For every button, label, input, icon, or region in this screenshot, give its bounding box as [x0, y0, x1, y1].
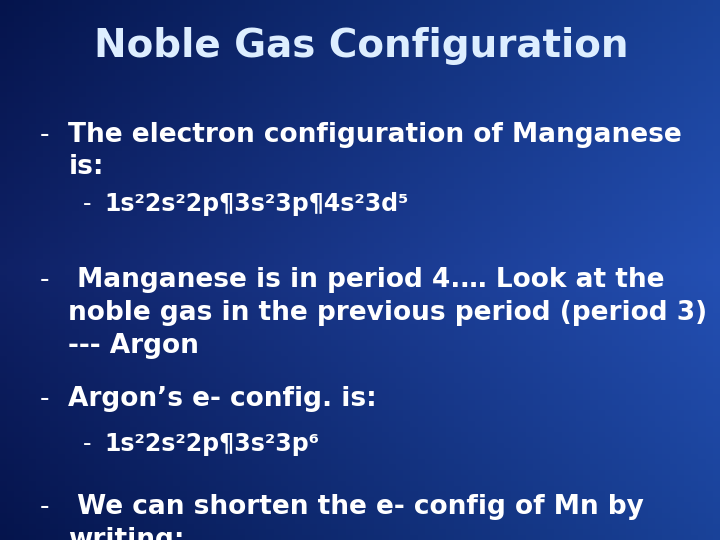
Text: 1s²2s²2p¶3s²3p¶4s²3d⁵: 1s²2s²2p¶3s²3p¶4s²3d⁵: [104, 192, 409, 215]
Text: 1s²2s²2p¶3s²3p⁶: 1s²2s²2p¶3s²3p⁶: [104, 432, 320, 456]
Text: -: -: [40, 122, 49, 147]
Text: We can shorten the e- config of Mn by
writing:: We can shorten the e- config of Mn by wr…: [68, 494, 644, 540]
Text: -: -: [40, 386, 49, 412]
Text: -: -: [40, 494, 49, 520]
Text: The electron configuration of Manganese
is:: The electron configuration of Manganese …: [68, 122, 682, 180]
Text: -: -: [83, 432, 91, 456]
Text: Noble Gas Configuration: Noble Gas Configuration: [94, 27, 628, 65]
Text: Argon’s e- config. is:: Argon’s e- config. is:: [68, 386, 377, 412]
Text: -: -: [40, 267, 49, 293]
Text: Manganese is in period 4.… Look at the
noble gas in the previous period (period : Manganese is in period 4.… Look at the n…: [68, 267, 708, 359]
Text: -: -: [83, 192, 91, 215]
